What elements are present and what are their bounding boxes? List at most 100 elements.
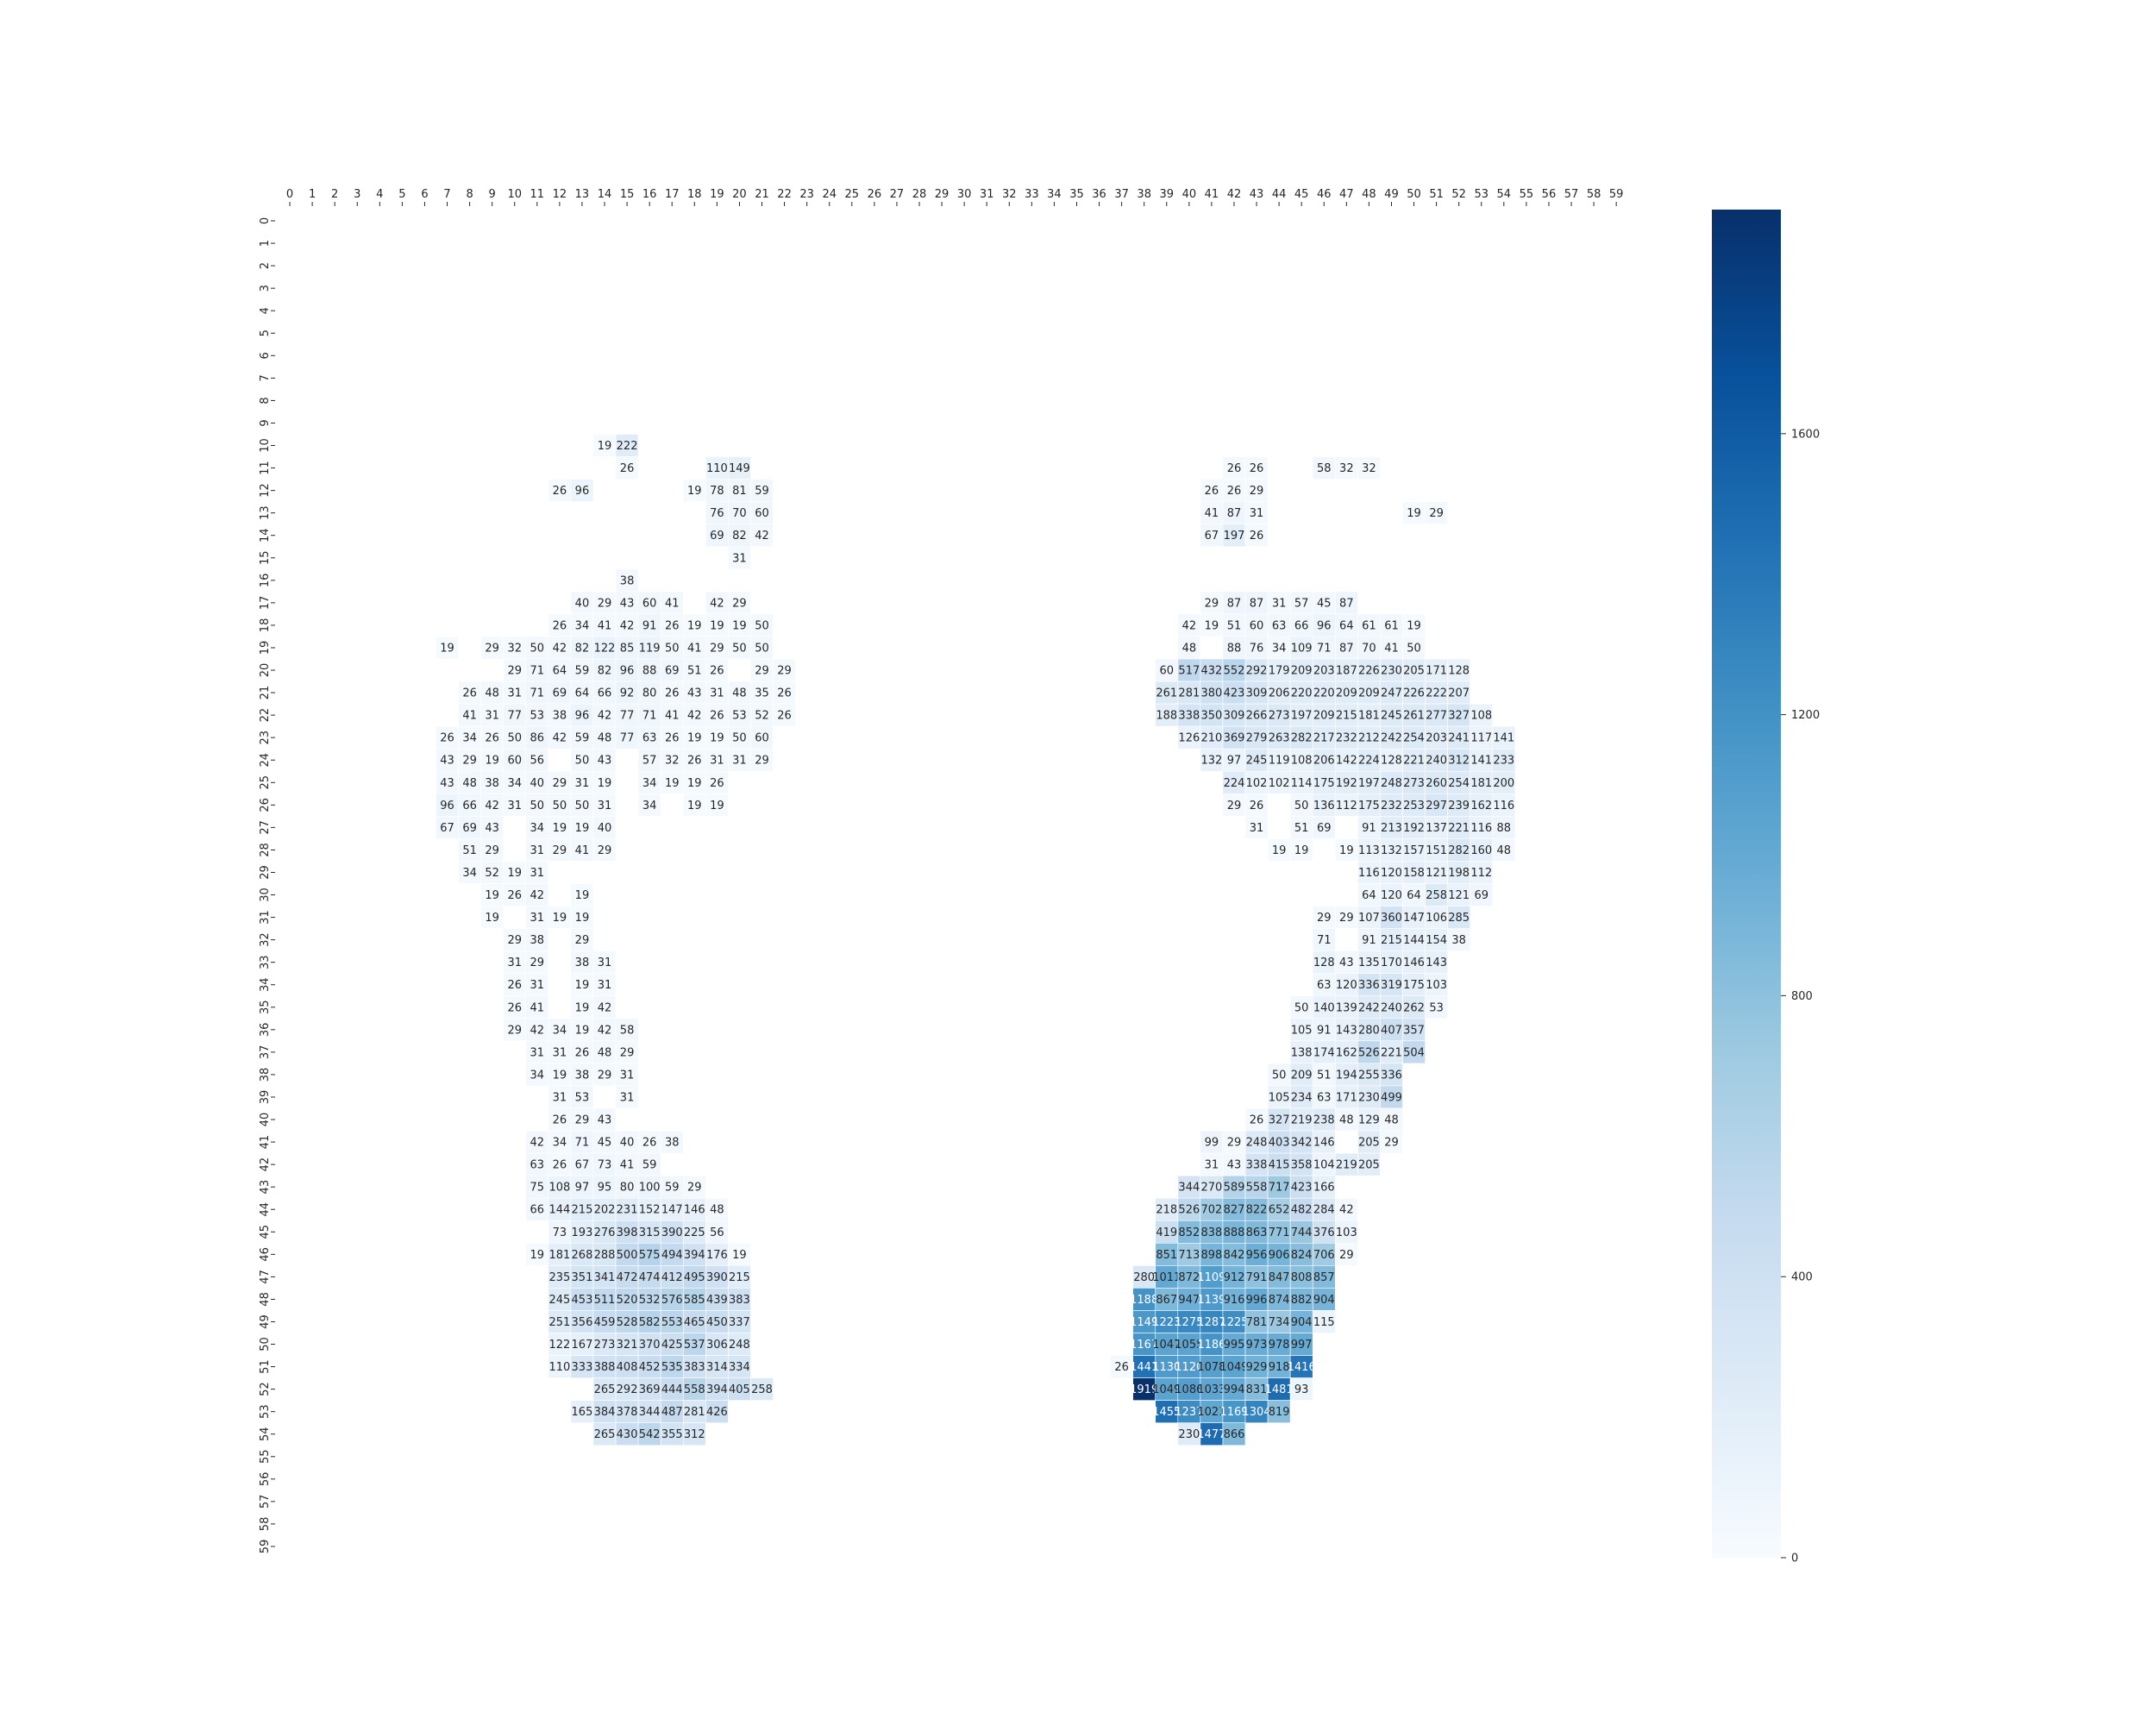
cell-value-label: 452 [639, 1361, 661, 1374]
heatmap-cell [1312, 1175, 1336, 1199]
x-tick-label: 14 [598, 188, 612, 201]
y-tick-label: 44 [259, 1202, 272, 1217]
heatmap-cell [458, 748, 481, 772]
heatmap-cell [436, 770, 459, 794]
cell-value-label: 240 [1426, 755, 1447, 768]
cell-value-label: 265 [594, 1383, 616, 1396]
y-tick-label: 12 [259, 483, 272, 498]
cell-value-label: 40 [575, 597, 590, 610]
heatmap-cell [570, 1355, 594, 1378]
colorbar-gradient [1712, 210, 1781, 1558]
heatmap-cell [1289, 1355, 1313, 1378]
x-tick-label: 26 [868, 188, 882, 201]
x-tick-label: 37 [1114, 188, 1129, 201]
heatmap-cell [1447, 770, 1471, 794]
heatmap-cell [682, 793, 706, 817]
cell-value-label: 1011 [1152, 1271, 1181, 1284]
heatmap-cell [1289, 1018, 1313, 1042]
cell-value-label: 26 [687, 755, 702, 768]
cell-value-label: 60 [507, 755, 522, 768]
cell-value-label: 19 [598, 440, 612, 453]
cell-value-label: 29 [1227, 1137, 1242, 1150]
cell-value-label: 819 [1269, 1406, 1290, 1419]
x-tick-label: 31 [980, 188, 994, 201]
heatmap-cell [728, 1377, 751, 1401]
x-tick-label: 47 [1339, 188, 1354, 201]
cell-value-label: 69 [1317, 822, 1332, 835]
heatmap-cell [1155, 658, 1179, 682]
cell-value-label: 48 [710, 1204, 724, 1217]
heatmap-cell [1177, 1310, 1201, 1333]
cell-value-label: 82 [575, 642, 590, 655]
heatmap-cell [1289, 1310, 1313, 1333]
cell-value-label: 26 [665, 732, 680, 745]
y-tick-label: 27 [259, 820, 272, 835]
cell-value-label: 61 [1362, 619, 1376, 632]
cell-value-label: 34 [575, 619, 590, 632]
cell-value-label: 19 [710, 732, 724, 745]
cell-value-label: 898 [1200, 1249, 1222, 1262]
cell-value-label: 64 [1362, 889, 1376, 902]
cell-value-label: 31 [710, 687, 724, 700]
cell-value-label: 146 [1313, 1137, 1335, 1150]
heatmap-cell [1267, 1310, 1291, 1333]
heatmap-cell [1334, 456, 1358, 480]
heatmap-cell [1357, 658, 1381, 682]
heatmap-cell [1267, 591, 1291, 615]
heatmap-cell [1177, 1333, 1201, 1356]
heatmap-cell [1334, 658, 1358, 682]
y-tick-label: 31 [259, 910, 272, 925]
heatmap-cell [682, 770, 706, 794]
cell-value-label: 86 [530, 732, 545, 745]
cell-value-label: 160 [1470, 844, 1492, 857]
cell-value-label: 19 [732, 619, 747, 632]
x-tick-label: 50 [1407, 188, 1421, 201]
cell-value-label: 1223 [1152, 1316, 1181, 1329]
heatmap-cell [1402, 658, 1426, 682]
heatmap-cell [1447, 883, 1471, 906]
cell-value-label: 842 [1224, 1249, 1245, 1262]
cell-value-label: 147 [661, 1204, 683, 1217]
x-tick-label: 55 [1520, 188, 1534, 201]
heatmap-cell [570, 1152, 594, 1176]
cell-value-label: 26 [507, 979, 522, 992]
cell-value-label: 26 [620, 462, 635, 475]
cell-value-label: 60 [642, 597, 657, 610]
cell-value-label: 70 [732, 507, 747, 520]
cell-value-label: 852 [1178, 1226, 1200, 1239]
heatmap-cell [1447, 681, 1471, 705]
heatmap-cell [1222, 1197, 1246, 1221]
cell-value-label: 1188 [1130, 1294, 1158, 1307]
cell-value-label: 225 [684, 1226, 705, 1239]
heatmap-cell [1470, 770, 1494, 794]
cell-value-label: 19 [485, 755, 499, 768]
cell-value-label: 248 [1381, 777, 1402, 790]
y-tick-label: 0 [259, 217, 272, 224]
cell-value-label: 26 [1114, 1361, 1129, 1374]
cell-value-label: 863 [1246, 1226, 1268, 1239]
heatmap-cell [1447, 861, 1471, 884]
cell-value-label: 263 [1269, 732, 1290, 745]
cell-value-label: 41 [530, 1001, 545, 1014]
heatmap-cell [525, 816, 549, 839]
cell-value-label: 232 [1336, 732, 1357, 745]
cell-value-label: 356 [572, 1316, 593, 1329]
cell-value-label: 415 [1269, 1159, 1290, 1172]
cell-value-label: 50 [665, 642, 680, 655]
cell-value-label: 26 [777, 687, 792, 700]
cell-value-label: 528 [617, 1316, 638, 1329]
cell-value-label: 29 [553, 844, 567, 857]
cell-value-label: 26 [1250, 800, 1264, 812]
heatmap-cell [1447, 838, 1471, 862]
heatmap-cell [1200, 1422, 1224, 1446]
heatmap-cell [1425, 973, 1448, 997]
heatmap-cell [637, 681, 661, 705]
x-tick-label: 44 [1272, 188, 1287, 201]
cell-value-label: 143 [1426, 957, 1447, 969]
heatmap-cell [480, 906, 505, 929]
cell-value-label: 88 [642, 665, 657, 678]
heatmap-cell [1357, 861, 1381, 884]
heatmap-cell [1155, 1333, 1179, 1356]
cell-value-label: 717 [1269, 1182, 1290, 1195]
heatmap-cell [503, 928, 527, 951]
